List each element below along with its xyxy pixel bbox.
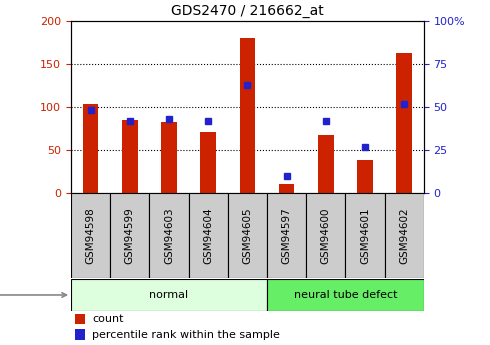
Text: GSM94597: GSM94597 [282,207,292,264]
Bar [189,193,228,278]
Text: GSM94600: GSM94600 [321,207,331,264]
Text: disease state: disease state [0,290,67,300]
Bar [345,193,385,278]
Bar [279,184,294,193]
Bar [385,193,424,278]
Text: normal: normal [149,290,189,300]
Bar [74,329,85,340]
Text: GSM94598: GSM94598 [86,207,96,264]
Bar [83,104,98,193]
Bar [318,135,334,193]
Text: GSM94601: GSM94601 [360,207,370,264]
Text: GSM94605: GSM94605 [243,207,252,264]
Bar [357,159,373,193]
Bar [306,193,345,278]
Bar [122,120,138,193]
Bar [200,132,216,193]
Text: count: count [92,314,123,324]
Bar [228,193,267,278]
Bar [110,193,149,278]
Text: GSM94603: GSM94603 [164,207,174,264]
Title: GDS2470 / 216662_at: GDS2470 / 216662_at [171,4,324,18]
Bar [267,279,424,311]
Text: neural tube defect: neural tube defect [294,290,397,300]
Text: percentile rank within the sample: percentile rank within the sample [92,330,280,340]
Bar [71,193,110,278]
Bar [240,38,255,193]
Bar [161,122,177,193]
Text: GSM94604: GSM94604 [203,207,213,264]
Text: GSM94599: GSM94599 [125,207,135,264]
Bar [396,53,412,193]
Bar [71,279,267,311]
Text: GSM94602: GSM94602 [399,207,409,264]
Bar [149,193,189,278]
Bar [267,193,306,278]
Bar [74,314,85,324]
